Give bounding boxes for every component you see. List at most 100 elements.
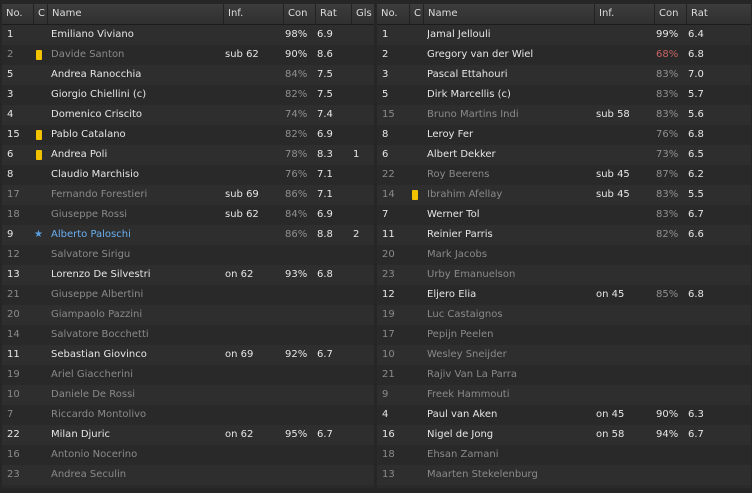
player-row[interactable]: 13 Maarten Stekelenburg	[377, 465, 751, 485]
player-row[interactable]: 6 Albert Dekker 73% 6.5	[377, 145, 751, 165]
col-header-no[interactable]: No.	[6, 8, 23, 19]
player-row[interactable]: 19 Ariel Giaccherini	[2, 365, 374, 385]
player-name[interactable]: Andrea Seculin	[51, 469, 127, 480]
player-name[interactable]: Ariel Giaccherini	[51, 369, 133, 380]
player-row[interactable]: 18 Ehsan Zamani	[377, 445, 751, 465]
player-name[interactable]: Ibrahim Afellay	[427, 189, 503, 200]
player-row[interactable]: 3 Pascal Ettahouri 83% 7.0	[377, 65, 751, 85]
player-name[interactable]: Freek Hammouti	[427, 389, 510, 400]
player-row[interactable]: 21 Rajiv Van La Parra	[377, 365, 751, 385]
player-row[interactable]: 2 Davide Santon sub 62 90% 8.6	[2, 45, 374, 65]
player-name[interactable]: Ehsan Zamani	[427, 449, 499, 460]
player-name[interactable]: Giampaolo Pazzini	[51, 309, 143, 320]
col-header-c[interactable]: C	[409, 4, 423, 24]
player-row[interactable]: 4 Domenico Criscito 74% 7.4	[2, 105, 374, 125]
player-name[interactable]: Pascal Ettahouri	[427, 69, 508, 80]
player-name[interactable]: Fernando Forestieri	[51, 189, 148, 200]
player-row[interactable]: 11 Reinier Parris 82% 6.6	[377, 225, 751, 245]
player-name[interactable]: Mark Jacobs	[427, 249, 488, 260]
player-row[interactable]: 5 Andrea Ranocchia 84% 7.5	[2, 65, 374, 85]
player-row[interactable]: 12 Eljero Elia on 45 85% 6.8	[377, 285, 751, 305]
player-row[interactable]: 7 Werner Tol 83% 6.7	[377, 205, 751, 225]
player-row[interactable]: 16 Nigel de Jong on 58 94% 6.7	[377, 425, 751, 445]
player-row[interactable]: 23 Andrea Seculin	[2, 465, 374, 485]
col-header-con[interactable]: Con	[654, 4, 686, 24]
player-name[interactable]: Giuseppe Rossi	[51, 209, 128, 220]
player-name[interactable]: Pablo Catalano	[51, 129, 126, 140]
player-row[interactable]: 5 Dirk Marcellis (c) 83% 5.7	[377, 85, 751, 105]
player-name[interactable]: Paul van Aken	[427, 409, 498, 420]
player-row[interactable]: 22 Roy Beerens sub 45 87% 6.2	[377, 165, 751, 185]
player-row[interactable]: 16 Antonio Nocerino	[2, 445, 374, 465]
player-row[interactable]: 14 Ibrahim Afellay sub 45 83% 5.5	[377, 185, 751, 205]
player-row[interactable]: 10 Daniele De Rossi	[2, 385, 374, 405]
player-name[interactable]: Claudio Marchisio	[51, 169, 140, 180]
player-name[interactable]: Giorgio Chiellini (c)	[51, 89, 147, 100]
player-name[interactable]: Antonio Nocerino	[51, 449, 138, 460]
col-header-rat[interactable]: Rat	[686, 4, 751, 24]
player-name[interactable]: Wesley Sneijder	[427, 349, 507, 360]
player-name[interactable]: Domenico Criscito	[51, 109, 143, 120]
player-row[interactable]: 9 ★ Alberto Paloschi 86% 8.8 2	[2, 225, 374, 245]
player-name[interactable]: Roy Beerens	[427, 169, 490, 180]
col-header-c[interactable]: C	[33, 4, 47, 24]
player-row[interactable]: 21 Giuseppe Albertini	[2, 285, 374, 305]
col-header-gls[interactable]: Gls	[351, 4, 374, 24]
player-row[interactable]: 15 Bruno Martins Indi sub 58 83% 5.6	[377, 105, 751, 125]
player-name[interactable]: Riccardo Montolivo	[51, 409, 147, 420]
col-header-rat[interactable]: Rat	[315, 4, 351, 24]
player-row[interactable]: 2 Gregory van der Wiel 68% 6.8	[377, 45, 751, 65]
col-header-no[interactable]: No.	[381, 8, 398, 19]
player-row[interactable]: 23 Urby Emanuelson	[377, 265, 751, 285]
player-name[interactable]: Giuseppe Albertini	[51, 289, 144, 300]
player-row[interactable]: 11 Sebastian Giovinco on 69 92% 6.7	[2, 345, 374, 365]
player-row[interactable]: 8 Claudio Marchisio 76% 7.1	[2, 165, 374, 185]
col-header-inf[interactable]: Inf.	[223, 4, 283, 24]
player-name[interactable]: Nigel de Jong	[427, 429, 494, 440]
player-row[interactable]: 22 Milan Djuric on 62 95% 6.7	[2, 425, 374, 445]
player-row[interactable]: 17 Fernando Forestieri sub 69 86% 7.1	[2, 185, 374, 205]
player-name[interactable]: Salvatore Bocchetti	[51, 329, 149, 340]
player-row[interactable]: 13 Lorenzo De Silvestri on 62 93% 6.8	[2, 265, 374, 285]
player-name[interactable]: Albert Dekker	[427, 149, 496, 160]
player-name[interactable]: Dirk Marcellis (c)	[427, 89, 511, 100]
player-row[interactable]: 12 Salvatore Sirigu	[2, 245, 374, 265]
player-name[interactable]: Daniele De Rossi	[51, 389, 136, 400]
player-name[interactable]: Emiliano Viviano	[51, 29, 134, 40]
player-name[interactable]: Andrea Ranocchia	[51, 69, 142, 80]
player-name[interactable]: Eljero Elia	[427, 289, 477, 300]
player-name[interactable]: Davide Santon	[51, 49, 125, 60]
player-name[interactable]: Rajiv Van La Parra	[427, 369, 517, 380]
player-row[interactable]: 9 Freek Hammouti	[377, 385, 751, 405]
player-name[interactable]: Jamal Jellouli	[427, 29, 491, 40]
player-name[interactable]: Urby Emanuelson	[427, 269, 516, 280]
player-row[interactable]: 10 Wesley Sneijder	[377, 345, 751, 365]
player-name[interactable]: Maarten Stekelenburg	[427, 469, 538, 480]
player-name[interactable]: Werner Tol	[427, 209, 480, 220]
player-name[interactable]: Milan Djuric	[51, 429, 111, 440]
player-row[interactable]: 14 Salvatore Bocchetti	[2, 325, 374, 345]
player-name[interactable]: Sebastian Giovinco	[51, 349, 147, 360]
player-row[interactable]: 20 Giampaolo Pazzini	[2, 305, 374, 325]
col-header-name[interactable]: Name	[47, 4, 223, 24]
player-name[interactable]: Leroy Fer	[427, 129, 474, 140]
player-row[interactable]: 18 Giuseppe Rossi sub 62 84% 6.9	[2, 205, 374, 225]
player-name[interactable]: Andrea Poli	[51, 149, 108, 160]
player-name[interactable]: Luc Castaignos	[427, 309, 503, 320]
player-row[interactable]: 20 Mark Jacobs	[377, 245, 751, 265]
player-name[interactable]: Salvatore Sirigu	[51, 249, 131, 260]
player-row[interactable]: 3 Giorgio Chiellini (c) 82% 7.5	[2, 85, 374, 105]
player-row[interactable]: 15 Pablo Catalano 82% 6.9	[2, 125, 374, 145]
player-row[interactable]: 6 Andrea Poli 78% 8.3 1	[2, 145, 374, 165]
col-header-con[interactable]: Con	[283, 4, 315, 24]
player-row[interactable]: 7 Riccardo Montolivo	[2, 405, 374, 425]
col-header-inf[interactable]: Inf.	[594, 4, 654, 24]
player-row[interactable]: 8 Leroy Fer 76% 6.8	[377, 125, 751, 145]
player-name[interactable]: Reinier Parris	[427, 229, 493, 240]
player-name[interactable]: Lorenzo De Silvestri	[51, 269, 151, 280]
player-row[interactable]: 19 Luc Castaignos	[377, 305, 751, 325]
player-row[interactable]: 17 Pepijn Peelen	[377, 325, 751, 345]
player-row[interactable]: 4 Paul van Aken on 45 90% 6.3	[377, 405, 751, 425]
player-name[interactable]: Bruno Martins Indi	[427, 109, 519, 120]
player-name[interactable]: Gregory van der Wiel	[427, 49, 534, 60]
